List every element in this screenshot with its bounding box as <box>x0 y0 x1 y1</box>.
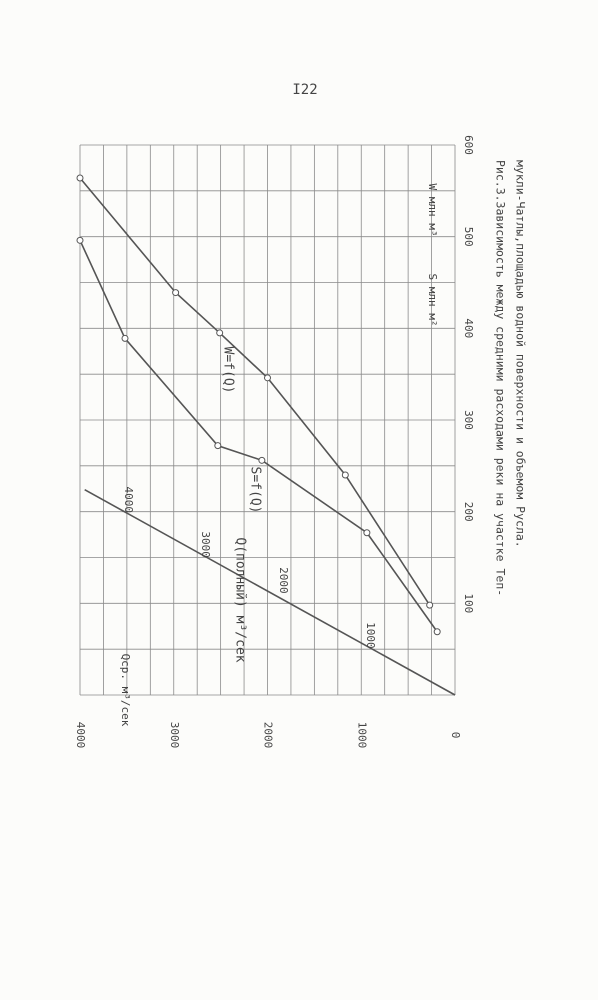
y-tick-label: 100 <box>462 593 475 613</box>
y-axis-label: W млн м³ <box>426 184 439 237</box>
series-label: S=f(Q) <box>248 467 263 514</box>
data-point <box>341 471 349 479</box>
line-scale-label: 4000 <box>122 487 135 514</box>
series-line <box>79 239 438 633</box>
data-point <box>363 529 371 537</box>
data-point <box>264 374 271 382</box>
x-tick-label: 4000 <box>74 722 87 749</box>
line-scale-label: 3000 <box>199 531 212 558</box>
x-tick-label: 2000 <box>262 722 275 749</box>
x-tick-label: 0 <box>449 732 462 739</box>
x-axis-label: Qср. м³/сек <box>119 654 132 727</box>
data-point <box>258 456 266 464</box>
data-point <box>433 628 441 636</box>
y-axis-label: S млн м² <box>426 274 439 327</box>
series-label: W=f(Q) <box>221 347 236 394</box>
data-point <box>214 442 222 450</box>
line-scale-label: 1000 <box>364 622 377 649</box>
data-point <box>121 334 129 342</box>
data-point <box>426 601 434 609</box>
series-line <box>79 177 431 606</box>
data-point <box>216 329 224 337</box>
data-point <box>76 236 84 244</box>
y-tick-label: 500 <box>462 227 475 247</box>
caption: мукли-Чатлы,площадью водной поверхности … <box>514 160 528 548</box>
y-tick-label: 200 <box>462 502 475 522</box>
y-tick-label: 300 <box>462 410 475 430</box>
x-tick-label: 3000 <box>168 722 181 749</box>
series-label: Q(полный) м³/сек <box>233 537 248 662</box>
y-tick-label: 400 <box>462 318 475 338</box>
y-tick-label: 600 <box>462 135 475 155</box>
data-point <box>172 289 180 297</box>
series-line <box>84 488 456 696</box>
line-scale-label: 2000 <box>277 567 290 594</box>
x-tick-label: 1000 <box>355 722 368 749</box>
page-number: I22 <box>292 82 317 98</box>
data-point <box>76 174 84 182</box>
caption: Рис.3.Зависимость между средними расхода… <box>494 160 508 596</box>
